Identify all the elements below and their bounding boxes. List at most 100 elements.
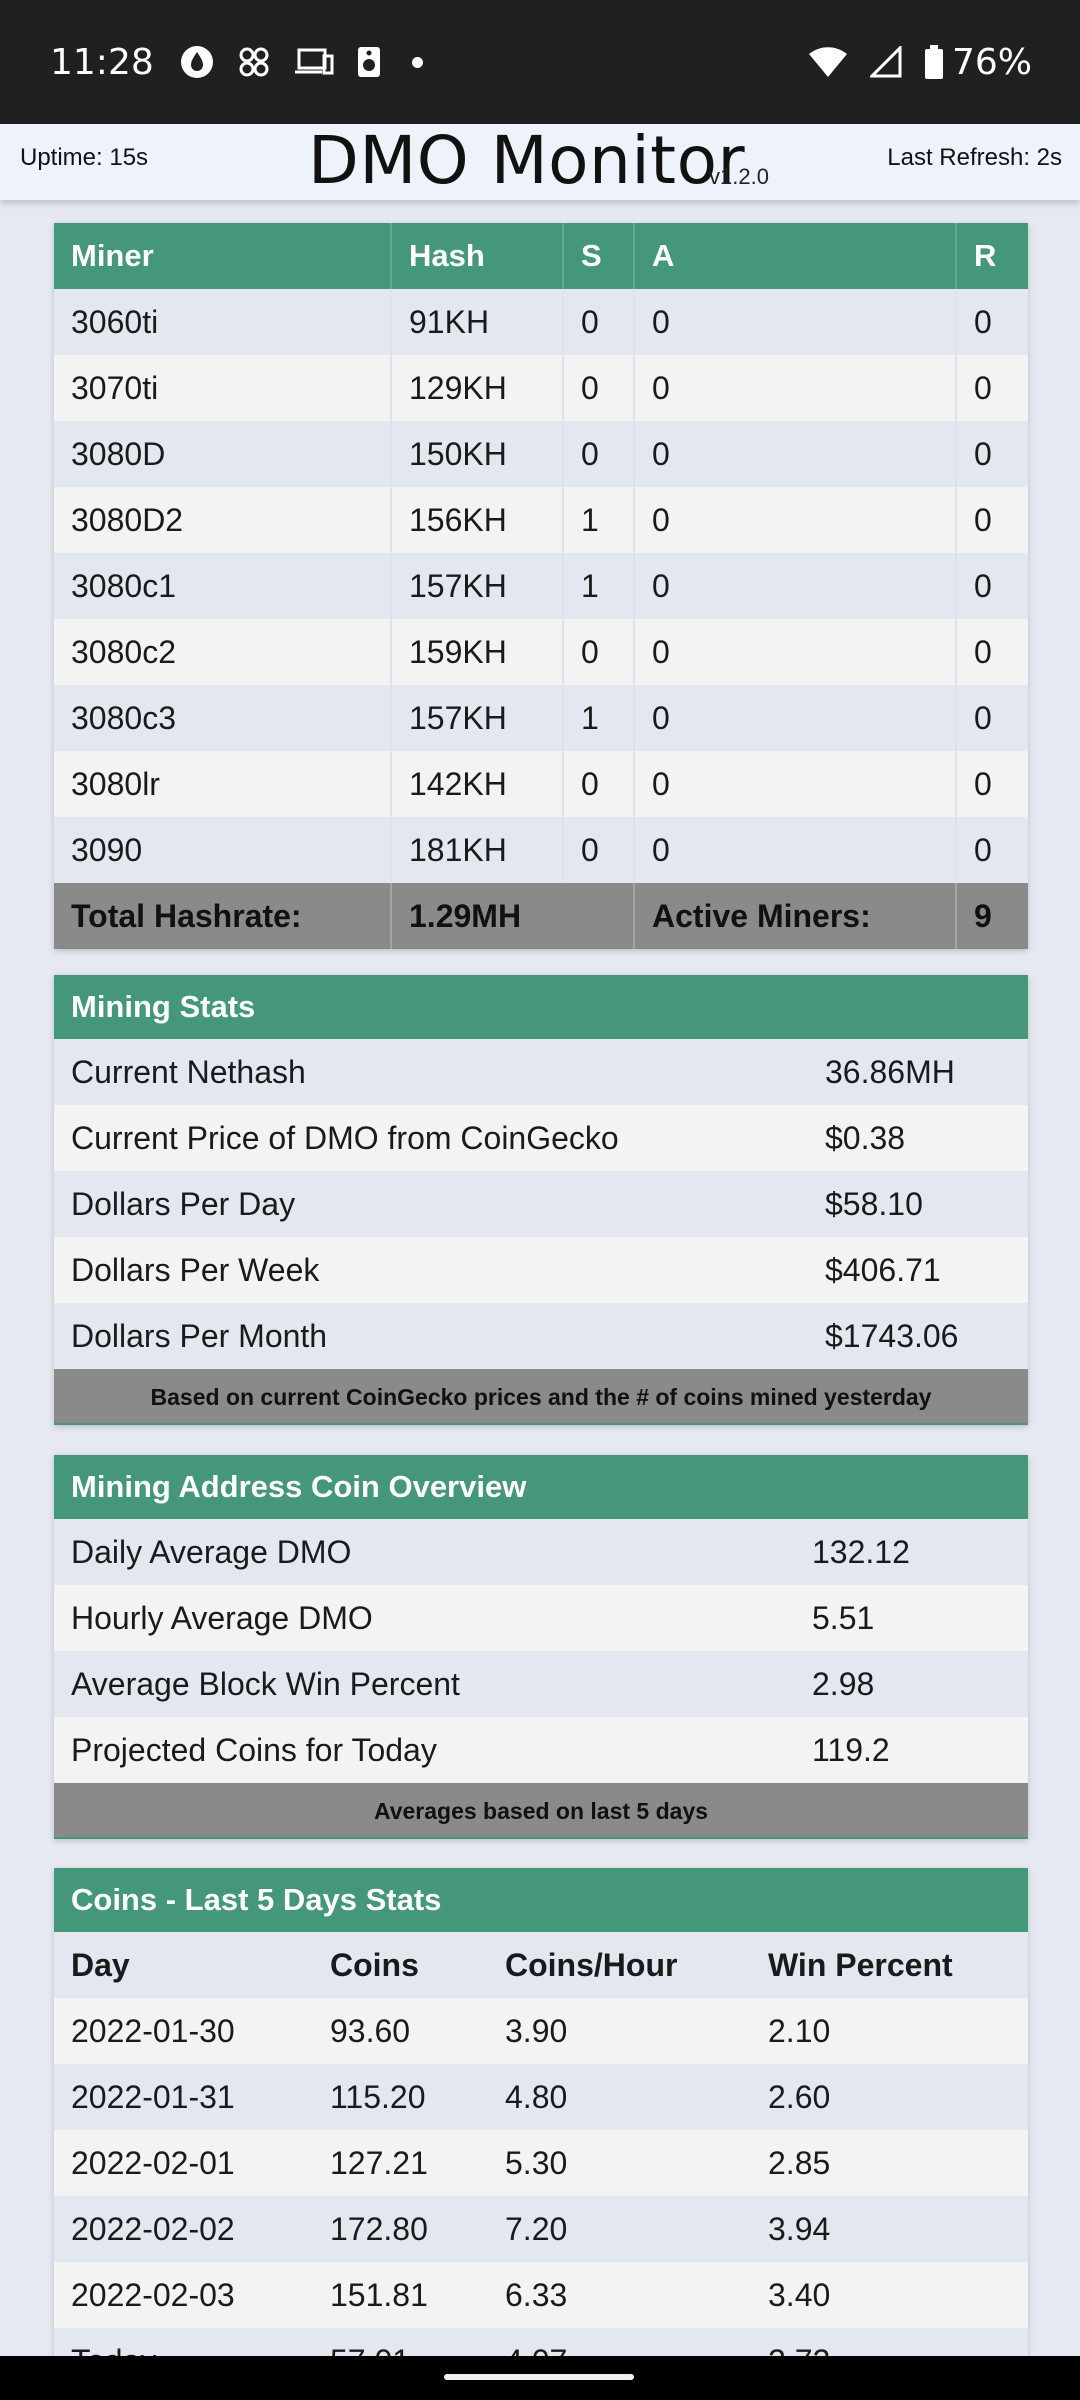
devices-icon	[294, 46, 334, 78]
overview-row: Average Block Win Percent 2.98	[54, 1651, 1028, 1717]
miner-name: 3080D2	[54, 487, 392, 553]
day-date: 2022-02-01	[54, 2130, 313, 2196]
coin-overview-card: Mining Address Coin Overview Daily Avera…	[54, 1455, 1028, 1839]
miner-s: 1	[563, 553, 635, 619]
battery-percent: 76%	[951, 41, 1032, 83]
coin-overview-table: Daily Average DMO 132.12 Hourly Average DM…	[54, 1519, 1028, 1783]
miner-name: 3080lr	[54, 751, 392, 817]
miner-row: 3080c3 157KH 1 0 0	[54, 685, 1028, 751]
stat-value: $58.10	[808, 1171, 1028, 1237]
miner-hash: 129KH	[391, 355, 564, 421]
miner-s: 0	[563, 619, 635, 685]
miner-row: 3060ti 91KH 0 0 0	[54, 289, 1028, 355]
day-date: 2022-01-31	[54, 2064, 313, 2130]
overview-label: Projected Coins for Today	[54, 1717, 795, 1783]
column-header-coins: Coins	[313, 1932, 488, 1998]
column-header-s: S	[563, 223, 635, 289]
day-coins-per-hour: 6.33	[488, 2262, 751, 2328]
battery-icon	[924, 45, 944, 79]
column-header-hash: Hash	[391, 223, 564, 289]
status-bar: 11:28 76%	[0, 0, 1080, 124]
miners-table-body: 3060ti 91KH 0 0 0 3070ti 129KH 0 0 0 3080D 150KH 0 0 0…	[54, 289, 1028, 883]
stat-value: $406.71	[808, 1237, 1028, 1303]
overview-label: Daily Average DMO	[54, 1519, 795, 1585]
column-header-miner: Miner	[54, 223, 392, 289]
miner-r: 0	[956, 487, 1028, 553]
miner-name: 3080c3	[54, 685, 392, 751]
overview-row: Daily Average DMO 132.12	[54, 1519, 1028, 1585]
stat-row: Current Nethash 36.86MH	[54, 1039, 1028, 1105]
miner-a: 0	[634, 553, 957, 619]
miner-s: 0	[563, 751, 635, 817]
miner-s: 1	[563, 685, 635, 751]
overview-row: Hourly Average DMO 5.51	[54, 1585, 1028, 1651]
column-header-r: R	[956, 223, 1028, 289]
day-row: 2022-01-30 93.60 3.90 2.10	[54, 1998, 1028, 2064]
miner-r: 0	[956, 553, 1028, 619]
coin-overview-title: Mining Address Coin Overview	[54, 1455, 1028, 1519]
stat-label: Current Price of DMO from CoinGecko	[54, 1105, 808, 1171]
mining-stats-card: Mining Stats Current Nethash 36.86MH Curre…	[54, 975, 1028, 1425]
overview-label: Hourly Average DMO	[54, 1585, 795, 1651]
cellular-signal-icon	[869, 46, 902, 78]
miner-a: 0	[634, 487, 957, 553]
miner-s: 0	[563, 355, 635, 421]
stat-label: Dollars Per Week	[54, 1237, 808, 1303]
day-win-percent: 2.10	[751, 1998, 1028, 2064]
last-5-days-header: Day Coins Coins/Hour Win Percent	[54, 1932, 1028, 1998]
miner-name: 3090	[54, 817, 392, 883]
column-header-win-percent: Win Percent	[751, 1932, 1028, 1998]
miner-r: 0	[956, 685, 1028, 751]
miner-r: 0	[956, 619, 1028, 685]
miner-s: 0	[563, 289, 635, 355]
page-title: DMO Monitor	[308, 122, 746, 199]
miner-a: 0	[634, 619, 957, 685]
version-label: v1.2.0	[709, 164, 769, 189]
home-gesture-handle[interactable]	[444, 2374, 634, 2380]
active-miners-label: Active Miners:	[634, 883, 957, 949]
status-bar-right: 76%	[808, 42, 1032, 83]
stat-row: Dollars Per Day $58.10	[54, 1171, 1028, 1237]
miner-name: 3070ti	[54, 355, 392, 421]
stat-value: 36.86MH	[808, 1039, 1028, 1105]
mining-stats-table: Current Nethash 36.86MH Current Price of D…	[54, 1039, 1028, 1369]
miner-name: 3080c1	[54, 553, 392, 619]
miner-name: 3060ti	[54, 289, 392, 355]
day-coins-per-hour: 3.90	[488, 1998, 751, 2064]
miner-hash: 156KH	[391, 487, 564, 553]
day-coins-per-hour: 5.30	[488, 2130, 751, 2196]
miner-row: 3080c1 157KH 1 0 0	[54, 553, 1028, 619]
miner-r: 0	[956, 751, 1028, 817]
miner-s: 0	[563, 421, 635, 487]
day-coins: 115.20	[313, 2064, 488, 2130]
column-header-a: A	[634, 223, 957, 289]
uptime-label: Uptime: 15s	[20, 144, 149, 171]
last-refresh-label: Last Refresh: 2s	[887, 144, 1062, 171]
day-win-percent: 2.60	[751, 2064, 1028, 2130]
stat-value: $1743.06	[808, 1303, 1028, 1369]
wifi-icon	[808, 45, 848, 79]
miner-s: 1	[563, 487, 635, 553]
day-coins-per-hour: 7.20	[488, 2196, 751, 2262]
miner-row: 3080lr 142KH 0 0 0	[54, 751, 1028, 817]
stat-row: Dollars Per Week $406.71	[54, 1237, 1028, 1303]
day-coins: 172.80	[313, 2196, 488, 2262]
stat-label: Current Nethash	[54, 1039, 808, 1105]
notification-dot-icon	[411, 56, 423, 68]
stat-row: Current Price of DMO from CoinGecko $0.38	[54, 1105, 1028, 1171]
day-row: 2022-02-02 172.80 7.20 3.94	[54, 2196, 1028, 2262]
stat-value: $0.38	[808, 1105, 1028, 1171]
miner-a: 0	[634, 817, 957, 883]
day-coins: 151.81	[313, 2262, 488, 2328]
miner-hash: 91KH	[391, 289, 564, 355]
clock: 11:28	[50, 41, 154, 83]
miner-hash: 142KH	[391, 751, 564, 817]
miner-r: 0	[956, 421, 1028, 487]
day-win-percent: 3.40	[751, 2262, 1028, 2328]
miner-a: 0	[634, 289, 957, 355]
miner-a: 0	[634, 355, 957, 421]
stat-label: Dollars Per Day	[54, 1171, 808, 1237]
mining-stats-footnote: Based on current CoinGecko prices and th…	[54, 1369, 1028, 1425]
miner-hash: 157KH	[391, 685, 564, 751]
day-date: 2022-02-03	[54, 2262, 313, 2328]
